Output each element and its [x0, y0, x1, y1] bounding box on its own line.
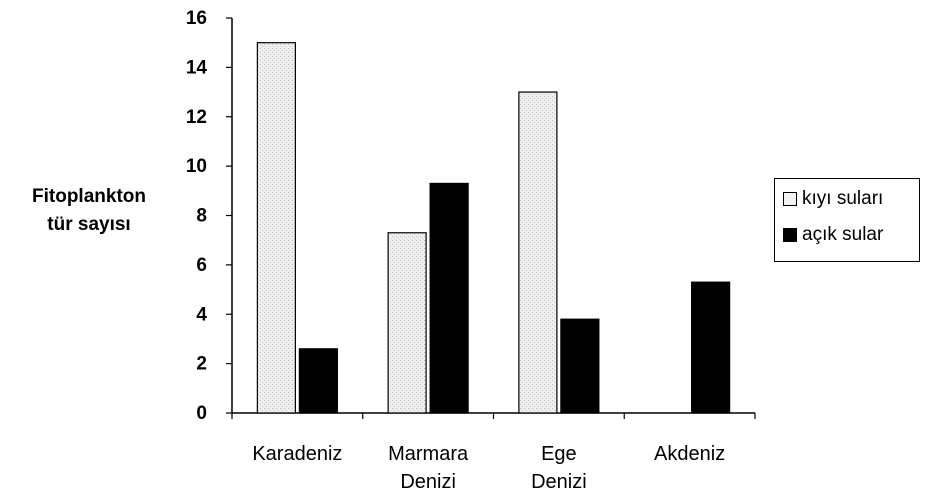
y-axis-label-line-1: Fitoplankton	[32, 186, 146, 207]
x-category-label: Marmara	[388, 443, 469, 465]
y-tick-label: 12	[186, 107, 207, 128]
y-tick-labels: 0 2 4 6 8 10 12 14 16	[186, 8, 208, 424]
chart-legend: kıyı suları açık sular	[774, 178, 920, 262]
legend-label-acik-sular: açık sular	[802, 224, 884, 245]
x-category-label: Denizi	[531, 471, 587, 493]
y-tick-label: 8	[196, 206, 207, 227]
y-tick-label: 10	[186, 156, 207, 177]
x-category-label: Akdeniz	[654, 443, 725, 465]
bar-acik-sular	[429, 182, 469, 414]
y-axis-label: Fitoplankton tür sayısı	[0, 183, 178, 239]
bar-acik-sular	[560, 318, 600, 414]
y-tick-label: 6	[196, 255, 207, 276]
bar-kiyi-sulari	[518, 91, 558, 414]
legend-swatch-kiyi-sulari	[783, 192, 797, 206]
x-category-labels: Karadeniz Marmara Denizi Ege Denizi Akdeniz	[252, 443, 725, 493]
bar-kiyi-sulari	[387, 232, 427, 414]
y-tick-label: 16	[186, 8, 207, 29]
y-tick-label: 4	[196, 304, 207, 325]
x-category-label: Ege	[541, 443, 577, 465]
x-category-label: Karadeniz	[252, 443, 342, 465]
y-tick-label: 14	[186, 57, 208, 78]
y-axis-label-line-2: tür sayısı	[47, 214, 131, 235]
chart-bars	[256, 42, 731, 414]
legend-item-acik-sular: açık sular	[783, 223, 883, 247]
y-tick-label: 2	[196, 354, 207, 375]
legend-item-kiyi-sulari: kıyı suları	[783, 187, 883, 211]
legend-swatch-acik-sular	[783, 228, 797, 242]
bar-acik-sular	[298, 348, 338, 414]
bar-acik-sular	[691, 281, 731, 414]
legend-label-kiyi-sulari: kıyı suları	[802, 188, 884, 209]
bar-kiyi-sulari	[256, 42, 296, 414]
y-tick-label: 0	[196, 403, 207, 424]
x-category-label: Denizi	[400, 471, 456, 493]
